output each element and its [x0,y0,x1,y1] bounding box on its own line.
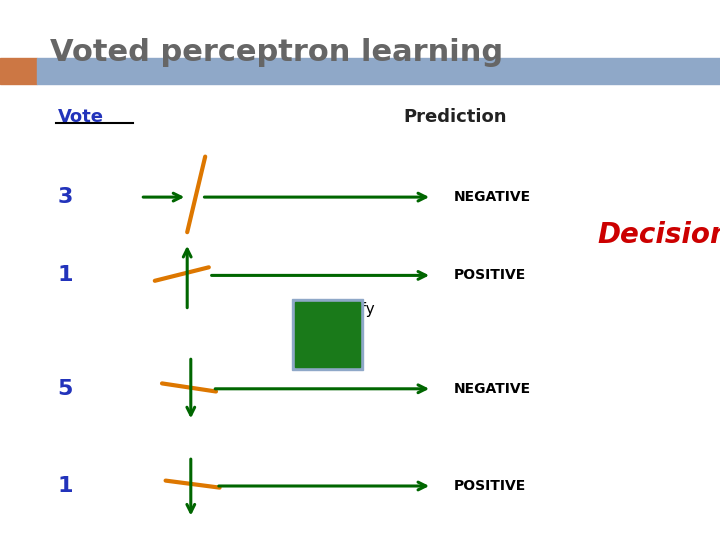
Bar [292,299,363,370]
Text: Voted perceptron learning: Voted perceptron learning [50,38,503,67]
Text: Vote: Vote [58,108,104,126]
Bar [37,58,720,84]
Text: 3: 3 [58,187,73,207]
Text: 5: 5 [58,379,73,399]
Text: POSITIVE: POSITIVE [454,268,526,282]
Bar [0,58,37,84]
Bar [295,302,360,367]
Text: Classify: Classify [316,302,375,318]
Text: Prediction: Prediction [403,108,507,126]
Text: 1: 1 [58,476,73,496]
Text: NEGATIVE: NEGATIVE [454,382,531,396]
Text: NEGATIVE: NEGATIVE [454,190,531,204]
Text: 1: 1 [58,265,73,286]
Text: Decision?: Decision? [598,221,720,249]
Text: POSITIVE: POSITIVE [454,479,526,493]
